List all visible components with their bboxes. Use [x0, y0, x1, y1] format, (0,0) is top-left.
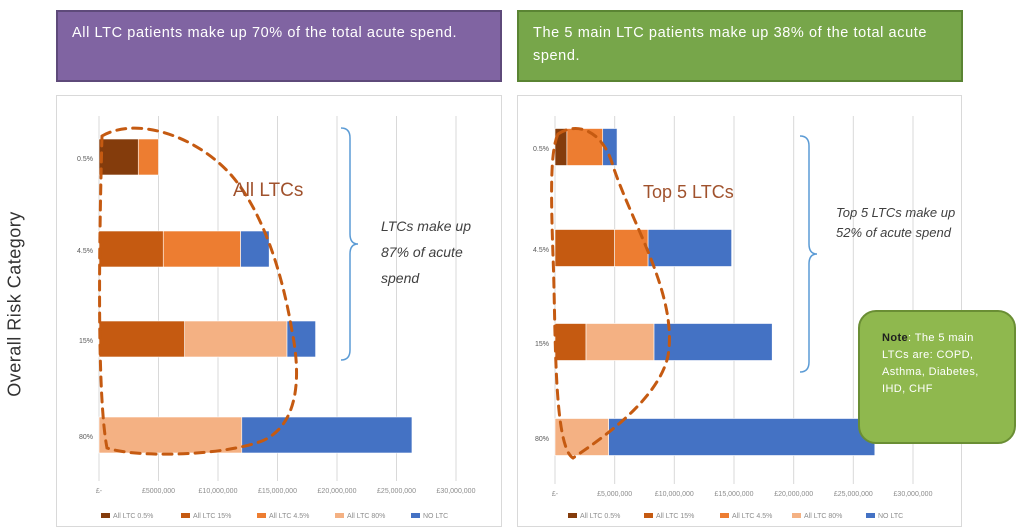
chart-panel-all-ltc: 0.5% 4.5% 15% 80% £- £5000,000 £10,000,000 £15,… — [56, 95, 502, 527]
annotation-text: Top 5 LTCs make up — [836, 205, 955, 220]
brace-annotation — [340, 127, 359, 361]
legend-swatch — [181, 513, 190, 518]
bar-segment — [554, 323, 587, 361]
bar-segment — [98, 320, 185, 358]
bar-segment — [98, 230, 164, 268]
bar-segment — [554, 229, 615, 267]
legend-swatch — [720, 513, 729, 518]
bar-segment — [286, 320, 316, 358]
dashed-loop-annotation — [550, 127, 671, 460]
bar-segment — [241, 416, 413, 454]
legend-swatch — [792, 513, 801, 518]
brace-annotation — [799, 135, 818, 373]
annotation-title: All LTCs — [233, 180, 303, 201]
bar-segment — [98, 416, 243, 454]
annotation-title: Top 5 LTCs — [643, 182, 734, 202]
legend-swatch — [101, 513, 110, 518]
y-axis-title: Overall Risk Category — [4, 211, 25, 397]
x-tick-label: £20,000,000 — [318, 488, 357, 495]
legend-label: All LTC 80% — [804, 513, 842, 520]
bar-segment — [240, 230, 270, 268]
annotation-text: 87% of acute — [381, 244, 463, 260]
x-tick-label: £25,000,000 — [377, 488, 416, 495]
x-tick-label: £30,000,000 — [437, 488, 476, 495]
bar-segment — [608, 418, 876, 456]
x-tick-label: £20,000,000 — [774, 491, 813, 498]
legend-swatch — [257, 513, 266, 518]
note-label: Note — [882, 332, 909, 344]
legend-swatch — [568, 513, 577, 518]
x-tick-label: £30,000,000 — [894, 491, 933, 498]
annotation-text: spend — [381, 270, 420, 286]
chart-top5-ltc: 0.5% 4.5% 15% 80% £- £5,000,000 £10,000,000 £15… — [533, 116, 955, 520]
category-label: 4.5% — [77, 248, 93, 255]
category-label: 80% — [79, 434, 93, 441]
bar-segment — [653, 323, 773, 361]
banner-left-text: All LTC patients make up 70% of the tota… — [72, 25, 458, 41]
note-text: : The 5 main LTCs are: COPD, Asthma, Dia… — [882, 332, 979, 395]
category-label: 80% — [535, 436, 549, 443]
x-tick-label: £25,000,000 — [834, 491, 873, 498]
legend-label: All LTC 15% — [193, 513, 231, 520]
annotation-text: 52% of acute spend — [836, 225, 952, 240]
x-tick-label: £- — [552, 491, 559, 498]
bar-segment — [137, 138, 159, 176]
bar-segment — [647, 229, 732, 267]
legend-label: All LTC 80% — [347, 513, 385, 520]
bar-segment — [614, 229, 649, 267]
chart-all-ltc: 0.5% 4.5% 15% 80% £- £5000,000 £10,000,000 £15,… — [77, 116, 476, 520]
category-label: 15% — [79, 338, 93, 345]
bar-segment — [602, 128, 618, 166]
bar-segment — [98, 138, 139, 176]
banner-left: All LTC patients make up 70% of the tota… — [56, 10, 502, 82]
x-tick-label: £15,000,000 — [258, 488, 297, 495]
dashed-loop-annotation — [98, 126, 298, 456]
category-label: 15% — [535, 341, 549, 348]
category-label: 4.5% — [533, 247, 549, 254]
legend-swatch — [644, 513, 653, 518]
legend-label: All LTC 0.5% — [580, 513, 620, 520]
legend-label: NO LTC — [423, 513, 448, 520]
legend-swatch — [335, 513, 344, 518]
legend-swatch — [411, 513, 420, 518]
x-tick-label: £15,000,000 — [715, 491, 754, 498]
x-tick-label: £10,000,000 — [655, 491, 694, 498]
legend-label: All LTC 15% — [656, 513, 694, 520]
x-tick-label: £10,000,000 — [199, 488, 238, 495]
y-axis-title-wrap: Overall Risk Category — [0, 176, 30, 432]
bar-segment — [184, 320, 288, 358]
x-tick-label: £- — [96, 488, 103, 495]
legend-label: NO LTC — [878, 513, 903, 520]
note-box: Note: The 5 main LTCs are: COPD, Asthma,… — [858, 310, 1016, 444]
legend-label: All LTC 4.5% — [269, 513, 309, 520]
category-label: 0.5% — [77, 156, 93, 163]
bar-segment — [162, 230, 241, 268]
bar-segment — [566, 128, 604, 166]
legend-label: All LTC 4.5% — [732, 513, 772, 520]
bar-segment — [585, 323, 655, 361]
legend-label: All LTC 0.5% — [113, 513, 153, 520]
x-tick-label: £5000,000 — [142, 488, 175, 495]
category-label: 0.5% — [533, 146, 549, 153]
legend-swatch — [866, 513, 875, 518]
x-tick-label: £5,000,000 — [597, 491, 632, 498]
banner-right: The 5 main LTC patients make up 38% of t… — [517, 10, 963, 82]
banner-right-text: The 5 main LTC patients make up 38% of t… — [533, 25, 928, 64]
annotation-text: LTCs make up — [381, 218, 471, 234]
